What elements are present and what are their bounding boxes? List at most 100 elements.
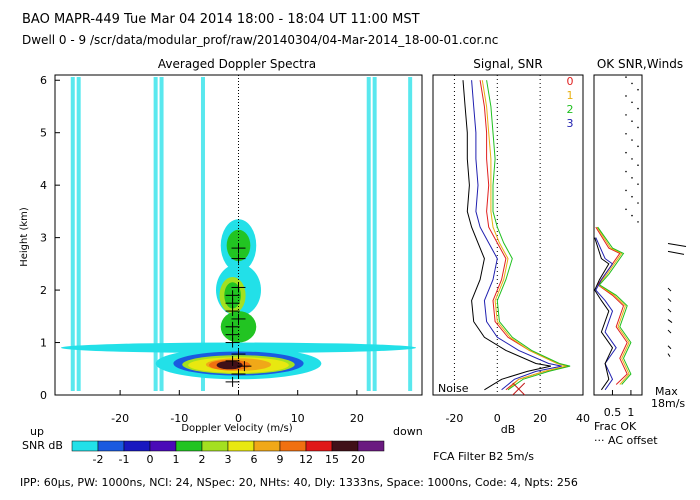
- ok-dot: [625, 132, 627, 135]
- x-tick-label: 0: [235, 412, 242, 425]
- wind-barb: [667, 329, 672, 334]
- colorbar-swatch: [175, 440, 203, 452]
- colorbar-swatch: [227, 440, 255, 452]
- x-tick-label: 10: [291, 412, 305, 425]
- ok-dot: [625, 114, 627, 116]
- ok-series-line: [597, 226, 632, 385]
- footer-params: IPP: 60μs, PW: 1000ns, NCI: 24, NSpec: 2…: [20, 476, 578, 489]
- snr-series-line: [479, 80, 569, 391]
- y-tick-label: 2: [40, 284, 47, 297]
- y-tick-label: 6: [40, 74, 47, 87]
- wind-barb: [667, 242, 687, 247]
- ok-dot: [625, 95, 627, 97]
- ok-dot: [631, 139, 633, 141]
- ok-title: OK SNR,Winds: [597, 57, 683, 71]
- ok-dot: [631, 101, 633, 104]
- ok-axes: 0.5 1: [604, 76, 639, 419]
- max-value-label: 18m/s: [651, 397, 686, 410]
- ok-dot: [637, 164, 639, 167]
- colorbar-swatch: [149, 440, 177, 452]
- colorbar-swatch: [357, 440, 385, 452]
- noise-streak: [70, 77, 75, 391]
- colorbar-level-label: 2: [199, 453, 206, 466]
- legend-entry: 3: [567, 117, 574, 130]
- y-tick-label: 0: [40, 389, 47, 402]
- snr-series-line: [486, 80, 571, 391]
- spectra-title: Averaged Doppler Spectra: [158, 57, 316, 71]
- y-tick-label: 5: [40, 127, 47, 140]
- wind-barb: [667, 298, 672, 302]
- spectra-contour: [216, 360, 243, 370]
- colorbar-level-label: 15: [325, 453, 339, 466]
- noise-label: Noise: [438, 382, 469, 395]
- ok-dot: [631, 120, 633, 122]
- colorbar-swatch: [331, 440, 359, 452]
- colorbar-swatch: [97, 440, 125, 452]
- ok-dot: [637, 107, 639, 110]
- spectra-xlabel: Doppler Velocity (m/s): [181, 423, 292, 434]
- ok-series-line: [595, 226, 628, 385]
- colorbar-level-label: 0: [147, 453, 154, 466]
- header-title: BAO MAPR-449 Tue Mar 04 2014 18:00 - 18:…: [22, 12, 420, 27]
- snr-series-line: [462, 80, 552, 391]
- ok-dot: [631, 195, 633, 198]
- up-label: up: [30, 425, 44, 438]
- snr-tick-label: 40: [576, 412, 590, 425]
- ok-series-line: [595, 237, 617, 391]
- y-tick-label: 3: [40, 232, 47, 245]
- colorbar-swatch: [123, 440, 151, 452]
- colorbar-level-label: 9: [277, 453, 284, 466]
- y-tick-label: 4: [40, 179, 47, 192]
- ok-dot: [625, 76, 627, 78]
- ok-dot: [637, 88, 639, 91]
- noise-streak: [408, 77, 413, 391]
- x-tick-label: 20: [350, 412, 364, 425]
- snr-tick-label: -20: [445, 412, 463, 425]
- snr-axes: -20 0 20 40: [445, 75, 590, 425]
- ok-series-line: [594, 237, 614, 391]
- snr-tick-label: 0: [494, 412, 501, 425]
- snr-tick-label: 20: [533, 412, 547, 425]
- legend-entry: 0: [567, 75, 574, 88]
- colorbar-swatch: [305, 440, 333, 452]
- colorbar-swatch: [201, 440, 229, 452]
- colorbar-level-label: 1: [173, 453, 180, 466]
- noise-streak: [200, 77, 205, 391]
- ok-series-line: [596, 226, 630, 385]
- header-dwell: Dwell 0 - 9 /scr/data/modular_prof/raw/2…: [22, 33, 499, 47]
- x-tick-label: -20: [111, 412, 129, 425]
- snr-frame: [432, 74, 584, 396]
- ok-dot: [631, 82, 633, 85]
- ok-dot: [637, 202, 639, 204]
- noise-streak: [366, 77, 371, 391]
- ok-dot: [631, 158, 633, 160]
- wind-barb: [667, 250, 685, 255]
- noise-streak: [76, 77, 81, 391]
- ok-dot: [625, 208, 627, 211]
- legend-entry: 2: [567, 103, 574, 116]
- fca-filter-label: FCA Filter B2 5m/s: [433, 450, 534, 463]
- noise-streak: [159, 77, 164, 391]
- ok-dot: [637, 126, 639, 129]
- wind-barb: [667, 319, 673, 323]
- spectra-ylabel: Height (km): [19, 207, 30, 267]
- colorbar-swatch: [71, 440, 99, 452]
- frac-ok-label: Frac OK: [594, 420, 637, 433]
- legend-entry: 1: [567, 89, 574, 102]
- ok-series-group: [594, 226, 687, 391]
- ok-dot: [625, 189, 627, 192]
- snr-title: Signal, SNR: [473, 57, 542, 71]
- snr-series-line: [471, 80, 562, 391]
- max-label: Max: [655, 385, 678, 398]
- wind-barb: [667, 345, 672, 350]
- colorbar-level-label: 3: [225, 453, 232, 466]
- ok-dot: [637, 221, 639, 223]
- colorbar-level-label: 12: [299, 453, 313, 466]
- ok-tick-label: 1: [627, 406, 634, 419]
- ac-offset-label: ··· AC offset: [594, 434, 658, 447]
- ok-dot: [631, 177, 633, 179]
- wind-barb: [667, 353, 671, 357]
- ok-dot: [625, 151, 627, 154]
- spectra-axes: -20 -10 0 10 20 0 1 2 3 4 5 6: [40, 74, 364, 425]
